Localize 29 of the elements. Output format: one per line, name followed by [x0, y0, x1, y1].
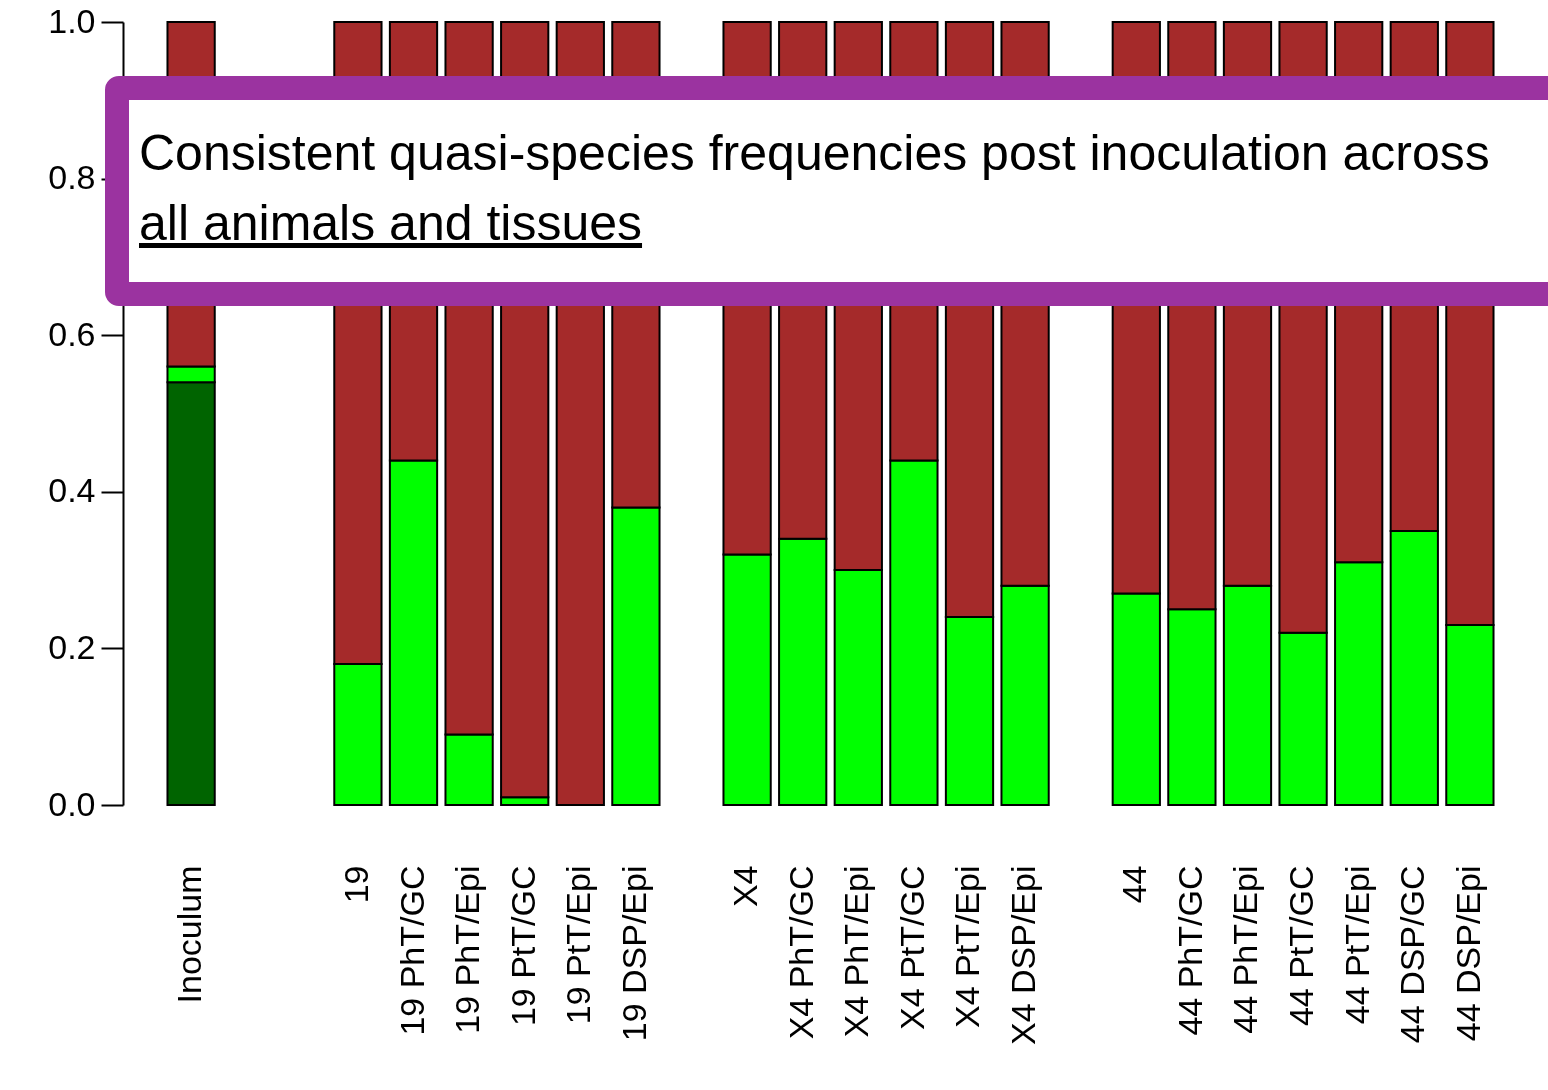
x-tick-label: 19 PhT/Epi [448, 865, 487, 1034]
y-tick-label: 0.6 [48, 314, 96, 353]
x-tick-label: 44 [1115, 865, 1154, 904]
annotation: Consistent quasi-species frequencies post inoculation across [139, 124, 1491, 183]
y-tick-label: 1.0 [48, 1, 96, 40]
y-tick-label: 0.4 [48, 471, 96, 510]
x-tick-label: X4 [726, 865, 765, 908]
x-tick-label: Inoculum [170, 865, 209, 1004]
x-tick-label: 19 PtT/GC [503, 865, 542, 1027]
x-tick-label: 19 PhT/GC [392, 865, 431, 1036]
x-tick-label: 44 DSP/GC [1393, 865, 1432, 1044]
y-tick-label: 0.0 [48, 784, 96, 823]
x-tick-label: 44 PhT/GC [1170, 865, 1209, 1036]
x-tick-label: X4 PhT/GC [781, 865, 820, 1040]
x-tick-label: 44 PhT/Epi [1226, 865, 1265, 1034]
x-tick-label: 44 PtT/Epi [1337, 865, 1376, 1025]
x-tick-label: X4 PhT/Epi [837, 865, 876, 1038]
y-tick-label: 0.2 [48, 627, 96, 666]
x-tick-label: 19 DSP/Epi [614, 865, 653, 1042]
x-tick-label: 19 PtT/Epi [559, 865, 598, 1025]
x-tick-label: 44 DSP/Epi [1448, 865, 1487, 1042]
y-tick-label: 0.8 [48, 158, 96, 197]
x-tick-label: 19 [336, 865, 375, 904]
x-tick-label: 44 PtT/GC [1282, 865, 1321, 1027]
callout-box: Consistent quasi-species frequencies post inoculation across all animals and tissues [105, 76, 1548, 306]
x-tick-label: X4 PtT/Epi [948, 865, 987, 1029]
x-tick-label: X4 PtT/GC [892, 865, 931, 1030]
x-tick-label: X4 DSP/Epi [1004, 865, 1043, 1046]
annotation: all animals and tissues [139, 195, 643, 251]
